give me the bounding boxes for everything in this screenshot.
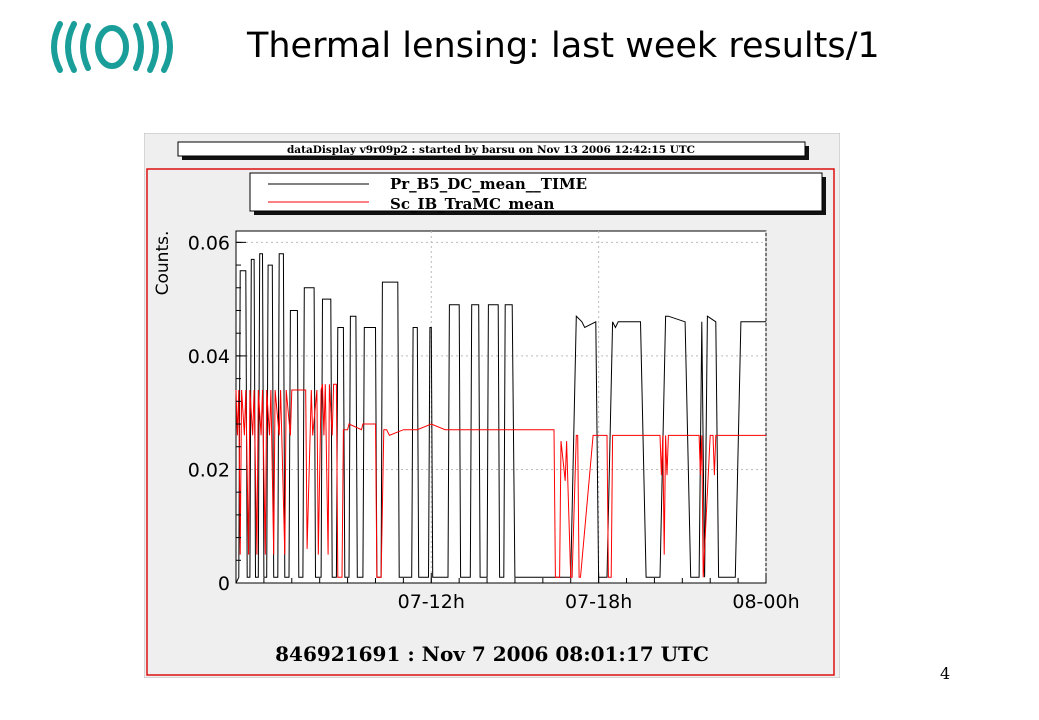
series-line-2	[235, 383, 766, 578]
canvas-header-box: dataDisplay v9r09p2 : started by barsu o…	[177, 141, 809, 160]
series-line-1	[235, 253, 766, 584]
y-tick-label: 0.02	[188, 459, 230, 481]
x-tick-label: 07-18h	[565, 591, 632, 613]
slide-title: Thermal lensing: last week results/1	[247, 26, 880, 66]
y-tick-label: 0	[218, 573, 230, 595]
legend-label-series-2: Sc_IB_TraMC_mean	[390, 195, 555, 213]
legend: Pr_B5_DC_mean__TIME Sc_IB_TraMC_mean	[249, 172, 826, 215]
legend-label-series-1: Pr_B5_DC_mean__TIME	[390, 175, 587, 193]
page-number: 4	[940, 664, 951, 683]
canvas-footer-text: 846921691 : Nov 7 2006 08:01:17 UTC	[275, 642, 709, 666]
data-display-canvas: dataDisplay v9r09p2 : started by barsu o…	[144, 133, 840, 678]
x-tick-label: 07-12h	[398, 591, 465, 613]
canvas-header-text: dataDisplay v9r09p2 : started by barsu o…	[287, 144, 695, 156]
x-tick-label: 08-00h	[732, 591, 799, 613]
y-axis-label: Counts.	[153, 231, 173, 296]
y-tick-label: 0.06	[188, 232, 230, 254]
pad-frame	[146, 168, 835, 676]
y-tick-label: 0.04	[188, 346, 230, 368]
logo-icon	[51, 21, 173, 73]
